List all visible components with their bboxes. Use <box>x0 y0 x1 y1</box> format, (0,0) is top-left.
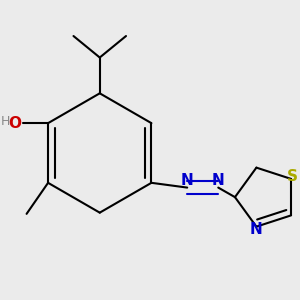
Text: S: S <box>287 169 298 184</box>
Text: N: N <box>250 221 263 236</box>
Text: O: O <box>8 116 21 130</box>
Text: N: N <box>212 173 225 188</box>
Text: N: N <box>181 173 194 188</box>
Text: H: H <box>0 116 10 128</box>
